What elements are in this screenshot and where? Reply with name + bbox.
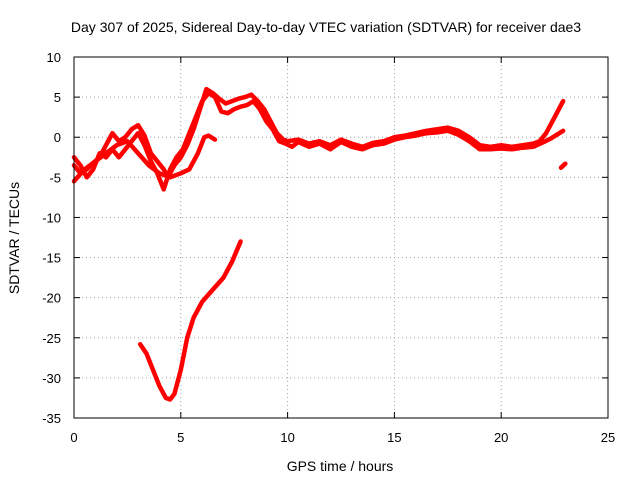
series-line-band-b xyxy=(71,90,566,192)
x-axis-label: GPS time / hours xyxy=(287,458,394,474)
x-tick-label: 10 xyxy=(280,430,294,445)
ticks: 0 5 10 15 20 25 10 5 0 -5 -10 -15 -20 -25 -30 -35 xyxy=(42,50,615,445)
y-axis-label: SDTVAR / TECUs xyxy=(6,182,22,294)
y-tick-label: -10 xyxy=(42,210,61,225)
y-tick-label: -25 xyxy=(42,331,61,346)
series-line-trough xyxy=(137,239,243,402)
y-tick-label: 10 xyxy=(47,50,61,65)
y-tick-label: -15 xyxy=(42,251,61,266)
series-group xyxy=(71,86,568,402)
x-tick-label: 25 xyxy=(601,430,615,445)
x-tick-label: 20 xyxy=(494,430,508,445)
chart-title: Day 307 of 2025, Sidereal Day-to-day VTE… xyxy=(71,19,581,35)
y-tick-label: -5 xyxy=(49,170,61,185)
y-tick-label: -35 xyxy=(42,411,61,426)
x-tick-label: 0 xyxy=(70,430,77,445)
x-tick-label: 5 xyxy=(177,430,184,445)
x-tick-label: 15 xyxy=(387,430,401,445)
plot-frame xyxy=(73,56,609,419)
grid xyxy=(74,57,608,418)
series-line-band-a xyxy=(71,86,566,180)
y-tick-label: 5 xyxy=(54,90,61,105)
y-tick-label: 0 xyxy=(54,130,61,145)
y-tick-label: -30 xyxy=(42,371,61,386)
series-line-band-c xyxy=(71,133,218,184)
y-tick-label: -20 xyxy=(42,291,61,306)
series-line-end-dash xyxy=(558,161,568,170)
